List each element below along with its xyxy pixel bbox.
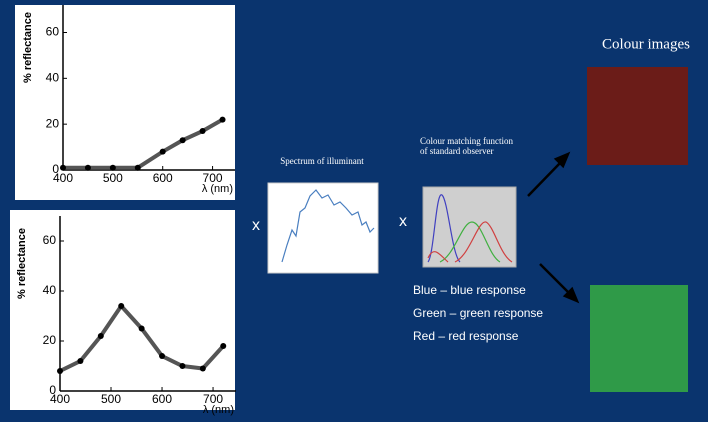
data-point [85,165,91,171]
illuminant-thumbnail [268,183,378,273]
data-point [60,165,66,171]
data-point [57,368,63,374]
data-point [77,358,83,364]
x-tick-label: 600 [152,392,172,406]
heading: Colour images [602,36,690,52]
data-point [110,165,116,171]
data-point [118,303,124,309]
operator: x [252,217,260,234]
response-label: Green – green response [413,306,543,320]
label-box: Colour matching function of standard obs… [420,136,520,186]
x-tick-label: 600 [153,171,173,185]
data-point [179,363,185,369]
data-point [220,343,226,349]
data-point [200,128,206,134]
green-image [590,285,688,392]
data-point [200,366,206,372]
operator: x [399,213,407,230]
data-point [220,117,226,123]
data-point [98,333,104,339]
x-axis-label: λ (nm) [203,404,234,416]
y-tick-label: 20 [46,116,60,130]
label: Spectrum of illuminant [280,156,364,166]
response-label: Blue – blue response [413,283,526,297]
y-tick-label: 20 [43,333,57,347]
red-image [587,67,688,165]
y-tick-label: 60 [46,25,60,39]
data-point [135,165,141,171]
data-point [180,137,186,143]
y-axis-label: % reflectance [22,12,34,83]
y-tick-label: 60 [43,233,57,247]
slide: Colour images Spectrum of illuminant Col… [0,0,708,422]
label: Colour matching function of standard obs… [420,136,520,156]
y-axis-label: % reflectance [16,228,28,299]
data-point [159,353,165,359]
x-tick-label: 400 [50,392,70,406]
data-point [160,149,166,155]
y-tick-label: 40 [43,283,57,297]
x-tick-label: 400 [53,171,73,185]
x-tick-label: 500 [103,171,123,185]
y-tick-label: 40 [46,71,60,85]
cmf-thumbnail [423,187,516,267]
x-axis-label: λ (nm) [202,183,233,195]
response-label: Red – red response [413,329,519,343]
x-tick-label: 500 [101,392,121,406]
data-point [139,326,145,332]
